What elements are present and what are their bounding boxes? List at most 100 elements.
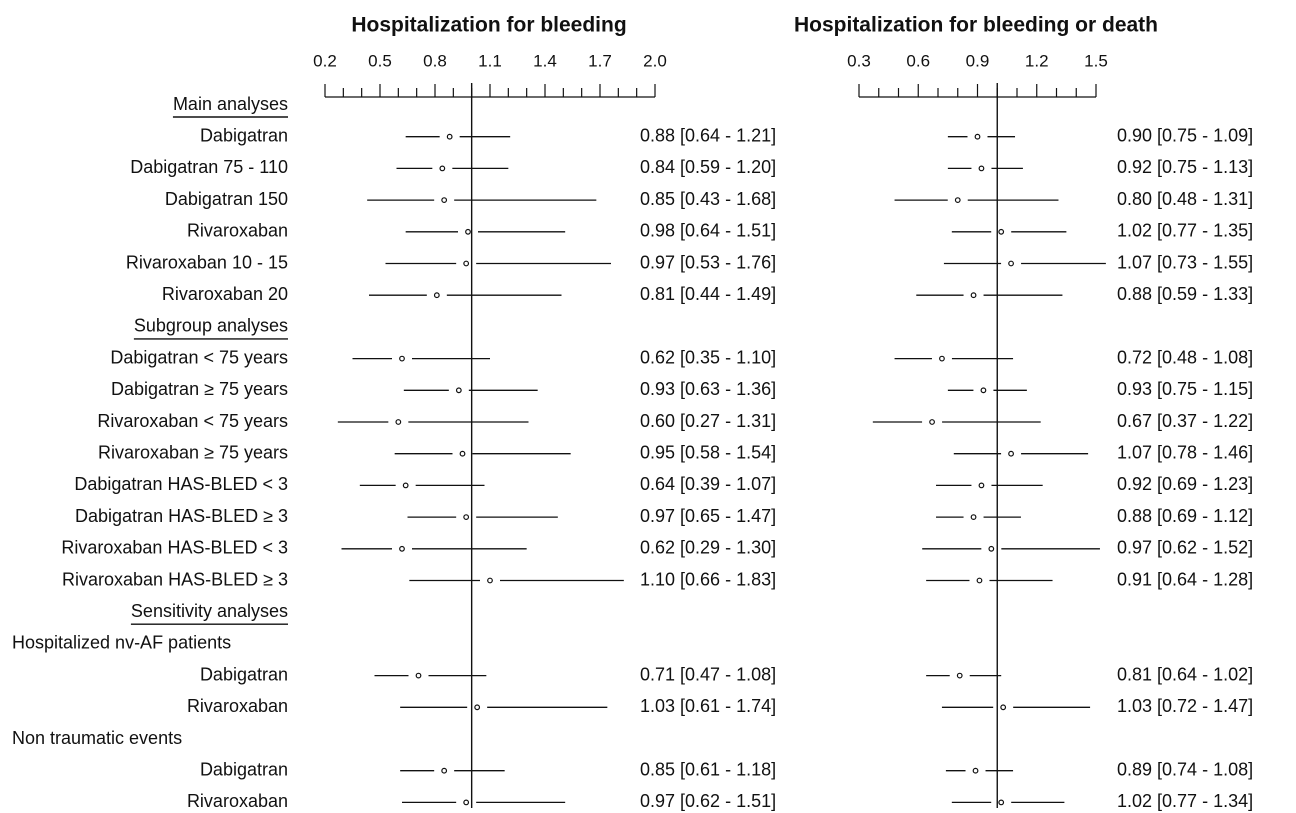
x-tick-label: 1.1 [478,51,502,70]
row-label: Rivaroxaban 10 - 15 [126,252,288,272]
row-label: Dabigatran < 75 years [110,347,288,367]
row-label: Dabigatran [200,759,288,779]
point-estimate [998,228,1005,235]
point-estimate [970,514,977,520]
x-tick-label: 0.5 [368,51,392,70]
point-estimate [980,387,987,394]
estimate-ci-text: 0.62 [0.29 - 1.30] [640,538,776,558]
row-label: Dabigatran 150 [165,189,288,209]
point-estimate [988,545,995,552]
estimate-ci-text: 0.85 [0.61 - 1.18] [640,759,776,779]
x-tick-label: 0.6 [906,51,930,70]
row-label: Rivaroxaban [187,221,288,241]
x-tick-label: 0.8 [423,51,447,70]
point-estimate [439,165,446,172]
estimate-ci-text: 0.71 [0.47 - 1.08] [640,664,776,684]
estimate-ci-text: 0.85 [0.43 - 1.68] [640,189,776,209]
point-estimate [463,799,470,806]
estimate-ci-text: 1.07 [0.73 - 1.55] [1117,252,1253,272]
section-header-label: Subgroup analyses [134,316,288,336]
estimate-ci-text: 0.88 [0.69 - 1.12] [1117,506,1253,526]
estimate-ci-text: 0.93 [0.63 - 1.36] [640,379,776,399]
estimate-ci-text: 0.89 [0.74 - 1.08] [1117,759,1253,779]
row-label: Rivaroxaban HAS-BLED ≥ 3 [62,569,288,589]
point-estimate [1008,260,1014,267]
estimate-ci-text: 0.95 [0.58 - 1.54] [640,442,776,462]
row-label: Dabigatran 75 - 110 [130,157,288,177]
point-estimate [474,704,481,711]
x-tick-label: 0.9 [966,51,990,70]
row-label: Rivaroxaban 20 [162,284,288,304]
estimate-ci-text: 0.91 [0.64 - 1.28] [1117,569,1253,589]
point-estimate [465,228,471,235]
estimate-ci-text: 0.92 [0.75 - 1.13] [1117,157,1253,177]
estimate-ci-text: 1.03 [0.61 - 1.74] [640,696,776,716]
row-label: Dabigatran [200,125,288,145]
point-estimate [395,419,402,425]
point-estimate [939,355,945,362]
x-tick-label: 1.4 [533,51,557,70]
section-header-label: Sensitivity analyses [131,601,288,621]
estimate-ci-text: 1.07 [0.78 - 1.46] [1117,442,1253,462]
point-estimate [399,355,405,362]
estimate-ci-text: 0.81 [0.44 - 1.49] [640,284,776,304]
estimate-ci-text: 0.80 [0.48 - 1.31] [1117,189,1253,209]
point-estimate [487,577,493,584]
point-estimate [972,767,979,774]
point-estimate [978,482,985,489]
point-estimate [402,482,409,489]
estimate-ci-text: 0.92 [0.69 - 1.23] [1117,474,1253,494]
row-label: Dabigatran [200,664,288,684]
point-estimate [1008,450,1014,457]
row-label: Rivaroxaban ≥ 75 years [98,442,288,462]
x-tick-label: 1.2 [1025,51,1049,70]
point-estimate [978,165,985,172]
estimate-ci-text: 0.97 [0.62 - 1.52] [1117,538,1253,558]
estimate-ci-text: 0.88 [0.64 - 1.21] [640,125,776,145]
estimate-ci-text: 0.97 [0.53 - 1.76] [640,252,776,272]
point-estimate [463,514,470,520]
estimate-ci-text: 0.60 [0.27 - 1.31] [640,411,776,431]
x-tick-label: 0.2 [313,51,337,70]
estimate-ci-text: 0.93 [0.75 - 1.15] [1117,379,1253,399]
panel-title: Hospitalization for bleeding [351,14,626,37]
point-estimate [974,133,981,140]
panel-title: Hospitalization for bleeding or death [794,14,1158,37]
x-tick-label: 0.3 [847,51,871,70]
point-estimate [998,799,1005,806]
point-estimate [956,672,963,679]
estimate-ci-text: 0.90 [0.75 - 1.09] [1117,125,1253,145]
row-subheader-label: Hospitalized nv-AF patients [12,633,231,653]
estimate-ci-text: 0.67 [0.37 - 1.22] [1117,411,1253,431]
point-estimate [441,767,448,774]
estimate-ci-text: 0.72 [0.48 - 1.08] [1117,347,1253,367]
estimate-ci-text: 0.98 [0.64 - 1.51] [640,221,776,241]
point-estimate [1000,704,1007,711]
estimate-ci-text: 0.84 [0.59 - 1.20] [640,157,776,177]
point-estimate [954,197,961,204]
estimate-ci-text: 1.02 [0.77 - 1.35] [1117,221,1253,241]
row-label: Rivaroxaban < 75 years [97,411,288,431]
estimate-ci-text: 0.64 [0.39 - 1.07] [640,474,776,494]
x-tick-label: 2.0 [643,51,667,70]
estimate-ci-text: 1.02 [0.77 - 1.34] [1117,791,1253,811]
point-estimate [463,260,470,267]
row-label: Dabigatran HAS-BLED ≥ 3 [75,506,288,526]
x-tick-label: 1.5 [1084,51,1108,70]
point-estimate [459,450,466,457]
x-tick-label: 1.7 [588,51,612,70]
estimate-ci-text: 1.03 [0.72 - 1.47] [1117,696,1253,716]
estimate-ci-text: 0.97 [0.62 - 1.51] [640,791,776,811]
estimate-ci-text: 0.62 [0.35 - 1.10] [640,347,776,367]
row-subheader-label: Non traumatic events [12,728,182,748]
estimate-ci-text: 0.97 [0.65 - 1.47] [640,506,776,526]
row-label: Rivaroxaban [187,791,288,811]
row-label: Dabigatran ≥ 75 years [111,379,288,399]
point-estimate [929,419,935,425]
point-estimate [446,133,453,140]
point-estimate [399,545,405,552]
point-estimate [970,292,977,299]
estimate-ci-text: 0.88 [0.59 - 1.33] [1117,284,1253,304]
point-estimate [455,387,462,394]
estimate-ci-text: 1.10 [0.66 - 1.83] [640,569,776,589]
